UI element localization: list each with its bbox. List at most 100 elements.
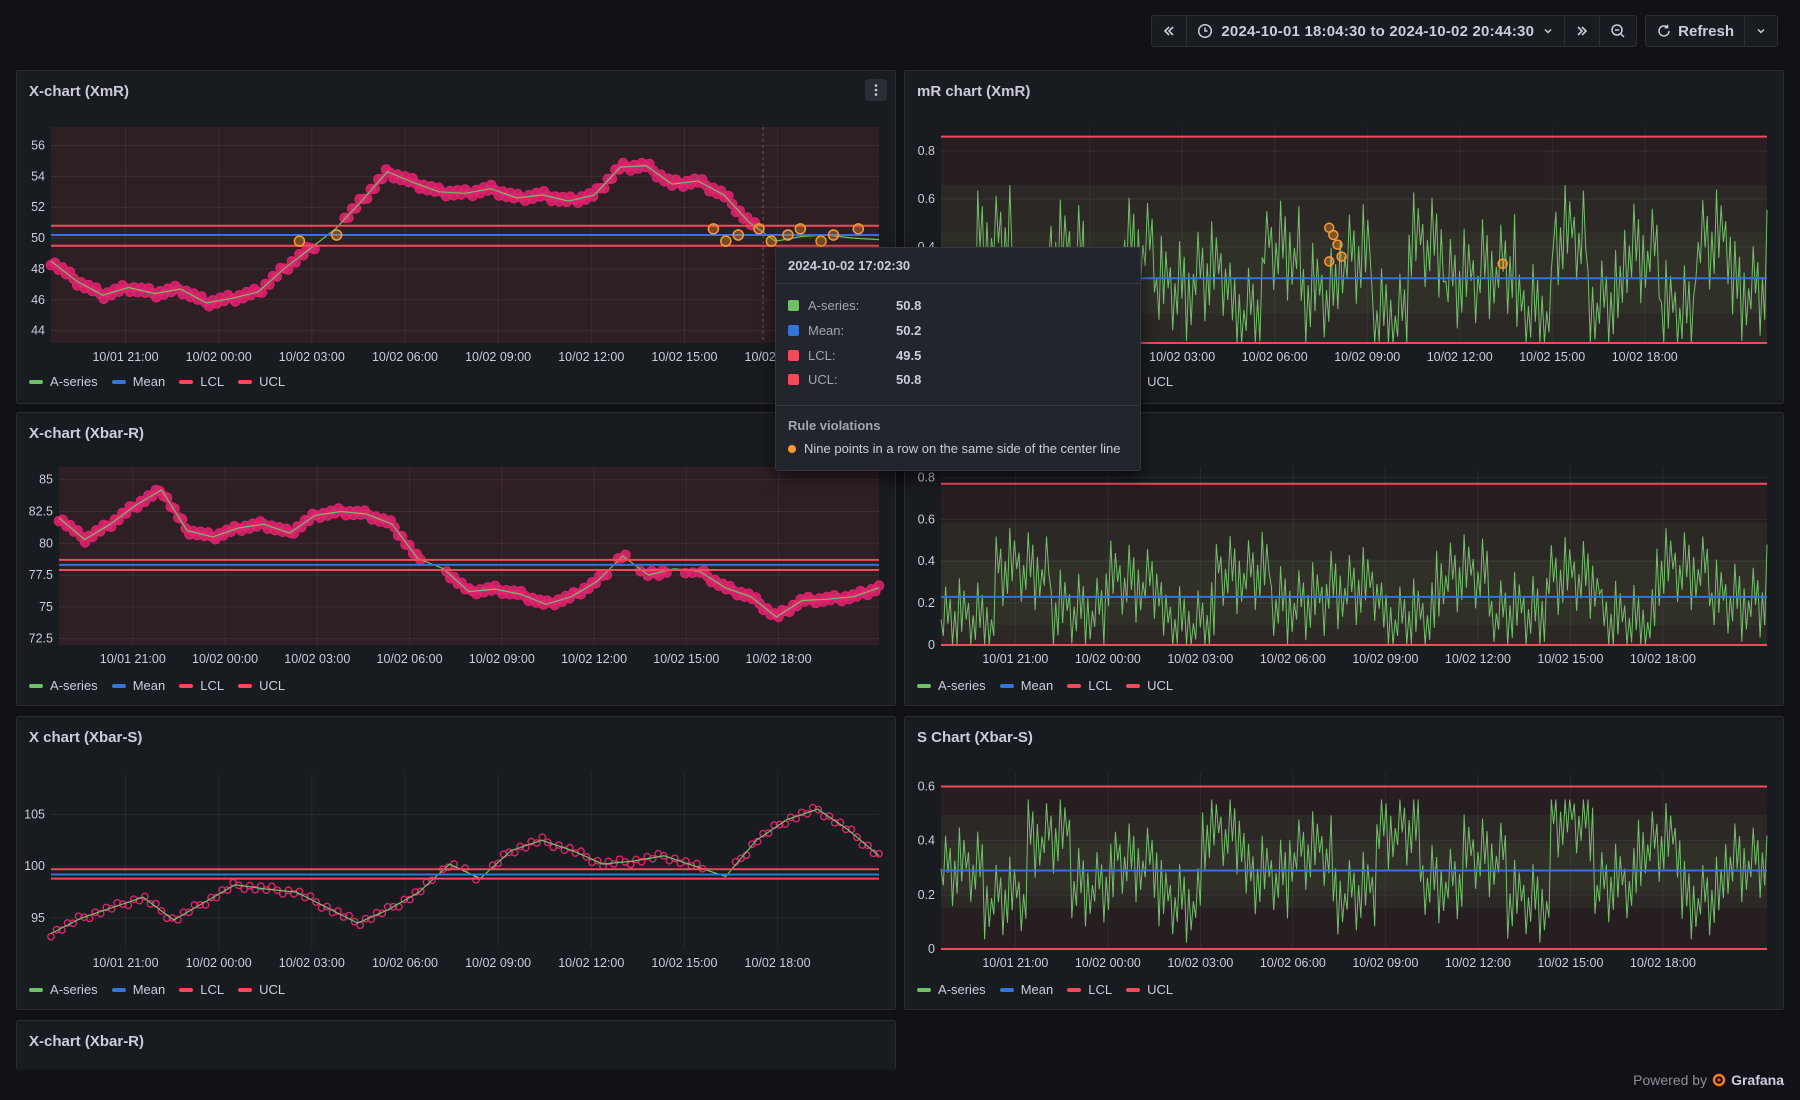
legend-item[interactable]: Mean [111,374,165,389]
legend-item[interactable]: LCL [179,982,224,997]
panel-x-chart-xbar-r-2[interactable]: X-chart (Xbar-R) [16,1020,896,1070]
violation-marker [271,271,283,282]
rule-violation-marker [732,229,744,241]
rule-violation-marker [765,235,778,247]
y-tick-label: 56 [31,139,45,153]
y-tick-label: 46 [31,293,45,307]
refresh-button[interactable]: Refresh [1646,16,1745,46]
x-tick-label: 10/02 03:00 [284,652,350,666]
panel-r-chart-xbar-r[interactable]: 0 0.2 0.4 0.6 0.8 10/01 21:00 10/02 00:00 10/02… [904,412,1784,706]
legend-item[interactable]: UCL [1126,982,1173,997]
legend-swatch [1126,987,1141,992]
y-tick-label: 80 [39,536,53,550]
limit-zone [941,786,1767,949]
violation-marker [264,279,275,290]
time-picker-group: 2024-10-01 18:04:30 to 2024-10-02 20:44:… [1151,15,1638,47]
legend-item[interactable]: Mean [111,678,165,693]
violation-marker [251,885,260,894]
legend-item[interactable]: UCL [238,374,285,389]
violation-dot-icon [788,444,796,453]
violation-text: Nine points in a row on the same side of… [804,441,1121,456]
more-vertical-icon [874,84,878,96]
legend-item[interactable]: Mean [999,678,1053,693]
chevrons-right-icon [1577,26,1588,36]
legend-item[interactable]: A-series [917,982,986,997]
legend-item[interactable]: UCL [238,678,285,693]
panel-x-chart-xmr[interactable]: X-chart (XmR) 44 46 48 50 52 54 56 10/01 21:00 1… [16,70,896,404]
violation-marker [223,886,232,895]
legend-label: A-series [50,374,98,389]
violation-marker [400,895,409,904]
y-tick-label: 72.5 [29,632,53,646]
chart-legend: A-series Mean LCL UCL [917,678,1173,693]
panel-menu-button[interactable] [865,79,887,101]
chart-r-xbar-r[interactable]: 0 0.2 0.4 0.6 0.8 10/01 21:00 10/02 00:00 10/02… [905,413,1783,705]
x-tick-label: 10/02 18:00 [1612,350,1678,364]
legend-item[interactable]: Mean [111,982,165,997]
legend-item[interactable]: A-series [29,982,98,997]
time-forward-button[interactable] [1565,16,1601,46]
violation-marker [284,886,293,895]
chart-s-xbar-s[interactable]: 0 0.2 0.4 0.6 10/01 21:00 10/02 00:00 10/02 03… [905,717,1783,1009]
x-tick-label: 10/01 21:00 [92,350,158,364]
panel-s-chart-xbar-s[interactable]: S Chart (Xbar-S) 0 0.2 0.4 0.6 10/01 21:00 10… [904,716,1784,1010]
legend-item[interactable]: UCL [238,982,285,997]
x-tick-label: 10/02 06:00 [372,350,438,364]
refresh-group: Refresh [1645,15,1778,47]
legend-label: Mean [1020,982,1054,997]
legend-item[interactable]: LCL [1067,982,1112,997]
footer: Powered by Grafana [1633,1072,1784,1088]
y-tick-label: 77.5 [29,568,53,582]
legend-item[interactable]: UCL [1126,678,1173,693]
legend-item[interactable]: Mean [999,982,1054,997]
x-tick-label: 10/02 09:00 [1352,652,1418,666]
refresh-interval-dropdown[interactable] [1745,16,1777,46]
y-tick-label: 44 [31,324,45,338]
legend-item[interactable]: LCL [1067,678,1112,693]
y-tick-label: 48 [31,262,45,276]
legend-item[interactable]: A-series [29,374,98,389]
legend-item[interactable]: LCL [179,374,224,389]
chart-legend: A-series Mean LCL UCL [29,678,285,693]
x-tick-label: 10/02 06:00 [377,652,443,666]
tooltip-row-mean: Mean: 50.2 [788,323,921,338]
violation-marker [96,909,105,918]
violation-marker [256,882,265,891]
zoom-out-button[interactable] [1600,16,1636,46]
violation-marker [842,825,850,834]
panel-title: X-chart (Xbar-R) [29,1033,145,1050]
time-back-button[interactable] [1152,16,1188,46]
violation-marker [825,812,834,820]
legend-label: LCL [1088,678,1113,693]
y-tick-label: 50 [31,231,45,245]
clock-icon [1198,23,1213,39]
legend-label: UCL [1147,982,1174,997]
panel-x-chart-xbar-s[interactable]: X chart (Xbar-S) 95 100 105 10/01 21:00 10/0… [16,716,896,1010]
y-tick-label: 0.6 [918,192,935,206]
y-tick-label: 75 [39,600,53,614]
y-tick-label: 0 [928,638,935,652]
x-tick-label: 10/02 00:00 [192,652,258,666]
legend-item[interactable]: A-series [917,678,986,693]
legend-label: UCL [259,982,286,997]
series-line-a [940,528,1768,646]
x-tick-label: 10/02 09:00 [465,956,531,970]
chart-x-xmr[interactable]: 44 46 48 50 52 54 56 10/01 21:00 10/02 00:00 10/0… [17,71,895,403]
time-range-picker[interactable]: 2024-10-01 18:04:30 to 2024-10-02 20:44:… [1187,16,1566,46]
x-tick-label: 10/02 12:00 [558,956,624,970]
out-of-control-zone [59,467,879,645]
panel-x-chart-xbar-r[interactable]: X-chart (Xbar-R) 72.5 75 77.5 80 82.5 85 10/01… [16,412,896,706]
zone-b [941,815,1767,909]
rule-violation-marker [1497,258,1508,270]
panel-title: S Chart (Xbar-S) [917,729,1033,746]
legend-item[interactable]: LCL [179,678,224,693]
grafana-brand: Grafana [1731,1072,1784,1088]
legend-item[interactable]: A-series [29,678,98,693]
chart-x-xbar-s[interactable]: 95 100 105 10/01 21:00 10/02 00:00 10/02 03:0… [17,717,895,1009]
legend-swatch [179,379,194,384]
tooltip-value: 50.8 [896,372,922,387]
tooltip-violations-heading: Rule violations [788,418,881,433]
legend-swatch [29,683,43,688]
chart-x-xbar-r[interactable]: 72.5 75 77.5 80 82.5 85 10/01 21:00 10/02 00:00… [17,413,895,705]
violation-marker [637,857,646,866]
